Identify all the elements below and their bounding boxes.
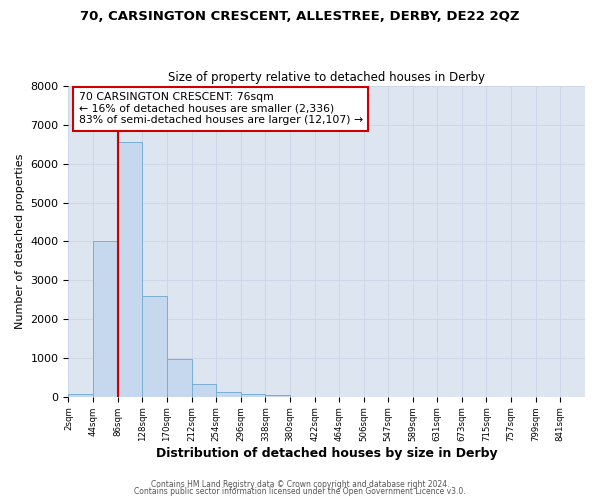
Y-axis label: Number of detached properties: Number of detached properties: [15, 154, 25, 329]
Bar: [191, 384, 216, 397]
Text: Contains public sector information licensed under the Open Government Licence v3: Contains public sector information licen…: [134, 487, 466, 496]
Text: 70 CARSINGTON CRESCENT: 76sqm
← 16% of detached houses are smaller (2,336)
83% o: 70 CARSINGTON CRESCENT: 76sqm ← 16% of d…: [79, 92, 363, 126]
Bar: [93, 242, 118, 397]
Title: Size of property relative to detached houses in Derby: Size of property relative to detached ho…: [168, 70, 485, 84]
Bar: [216, 392, 241, 397]
Bar: [265, 395, 290, 397]
Text: Contains HM Land Registry data © Crown copyright and database right 2024.: Contains HM Land Registry data © Crown c…: [151, 480, 449, 489]
Text: 70, CARSINGTON CRESCENT, ALLESTREE, DERBY, DE22 2QZ: 70, CARSINGTON CRESCENT, ALLESTREE, DERB…: [80, 10, 520, 23]
Bar: [118, 142, 142, 397]
Bar: [142, 296, 167, 397]
Bar: [167, 359, 191, 397]
Bar: [241, 394, 265, 397]
Bar: [68, 394, 93, 397]
X-axis label: Distribution of detached houses by size in Derby: Distribution of detached houses by size …: [156, 447, 497, 460]
